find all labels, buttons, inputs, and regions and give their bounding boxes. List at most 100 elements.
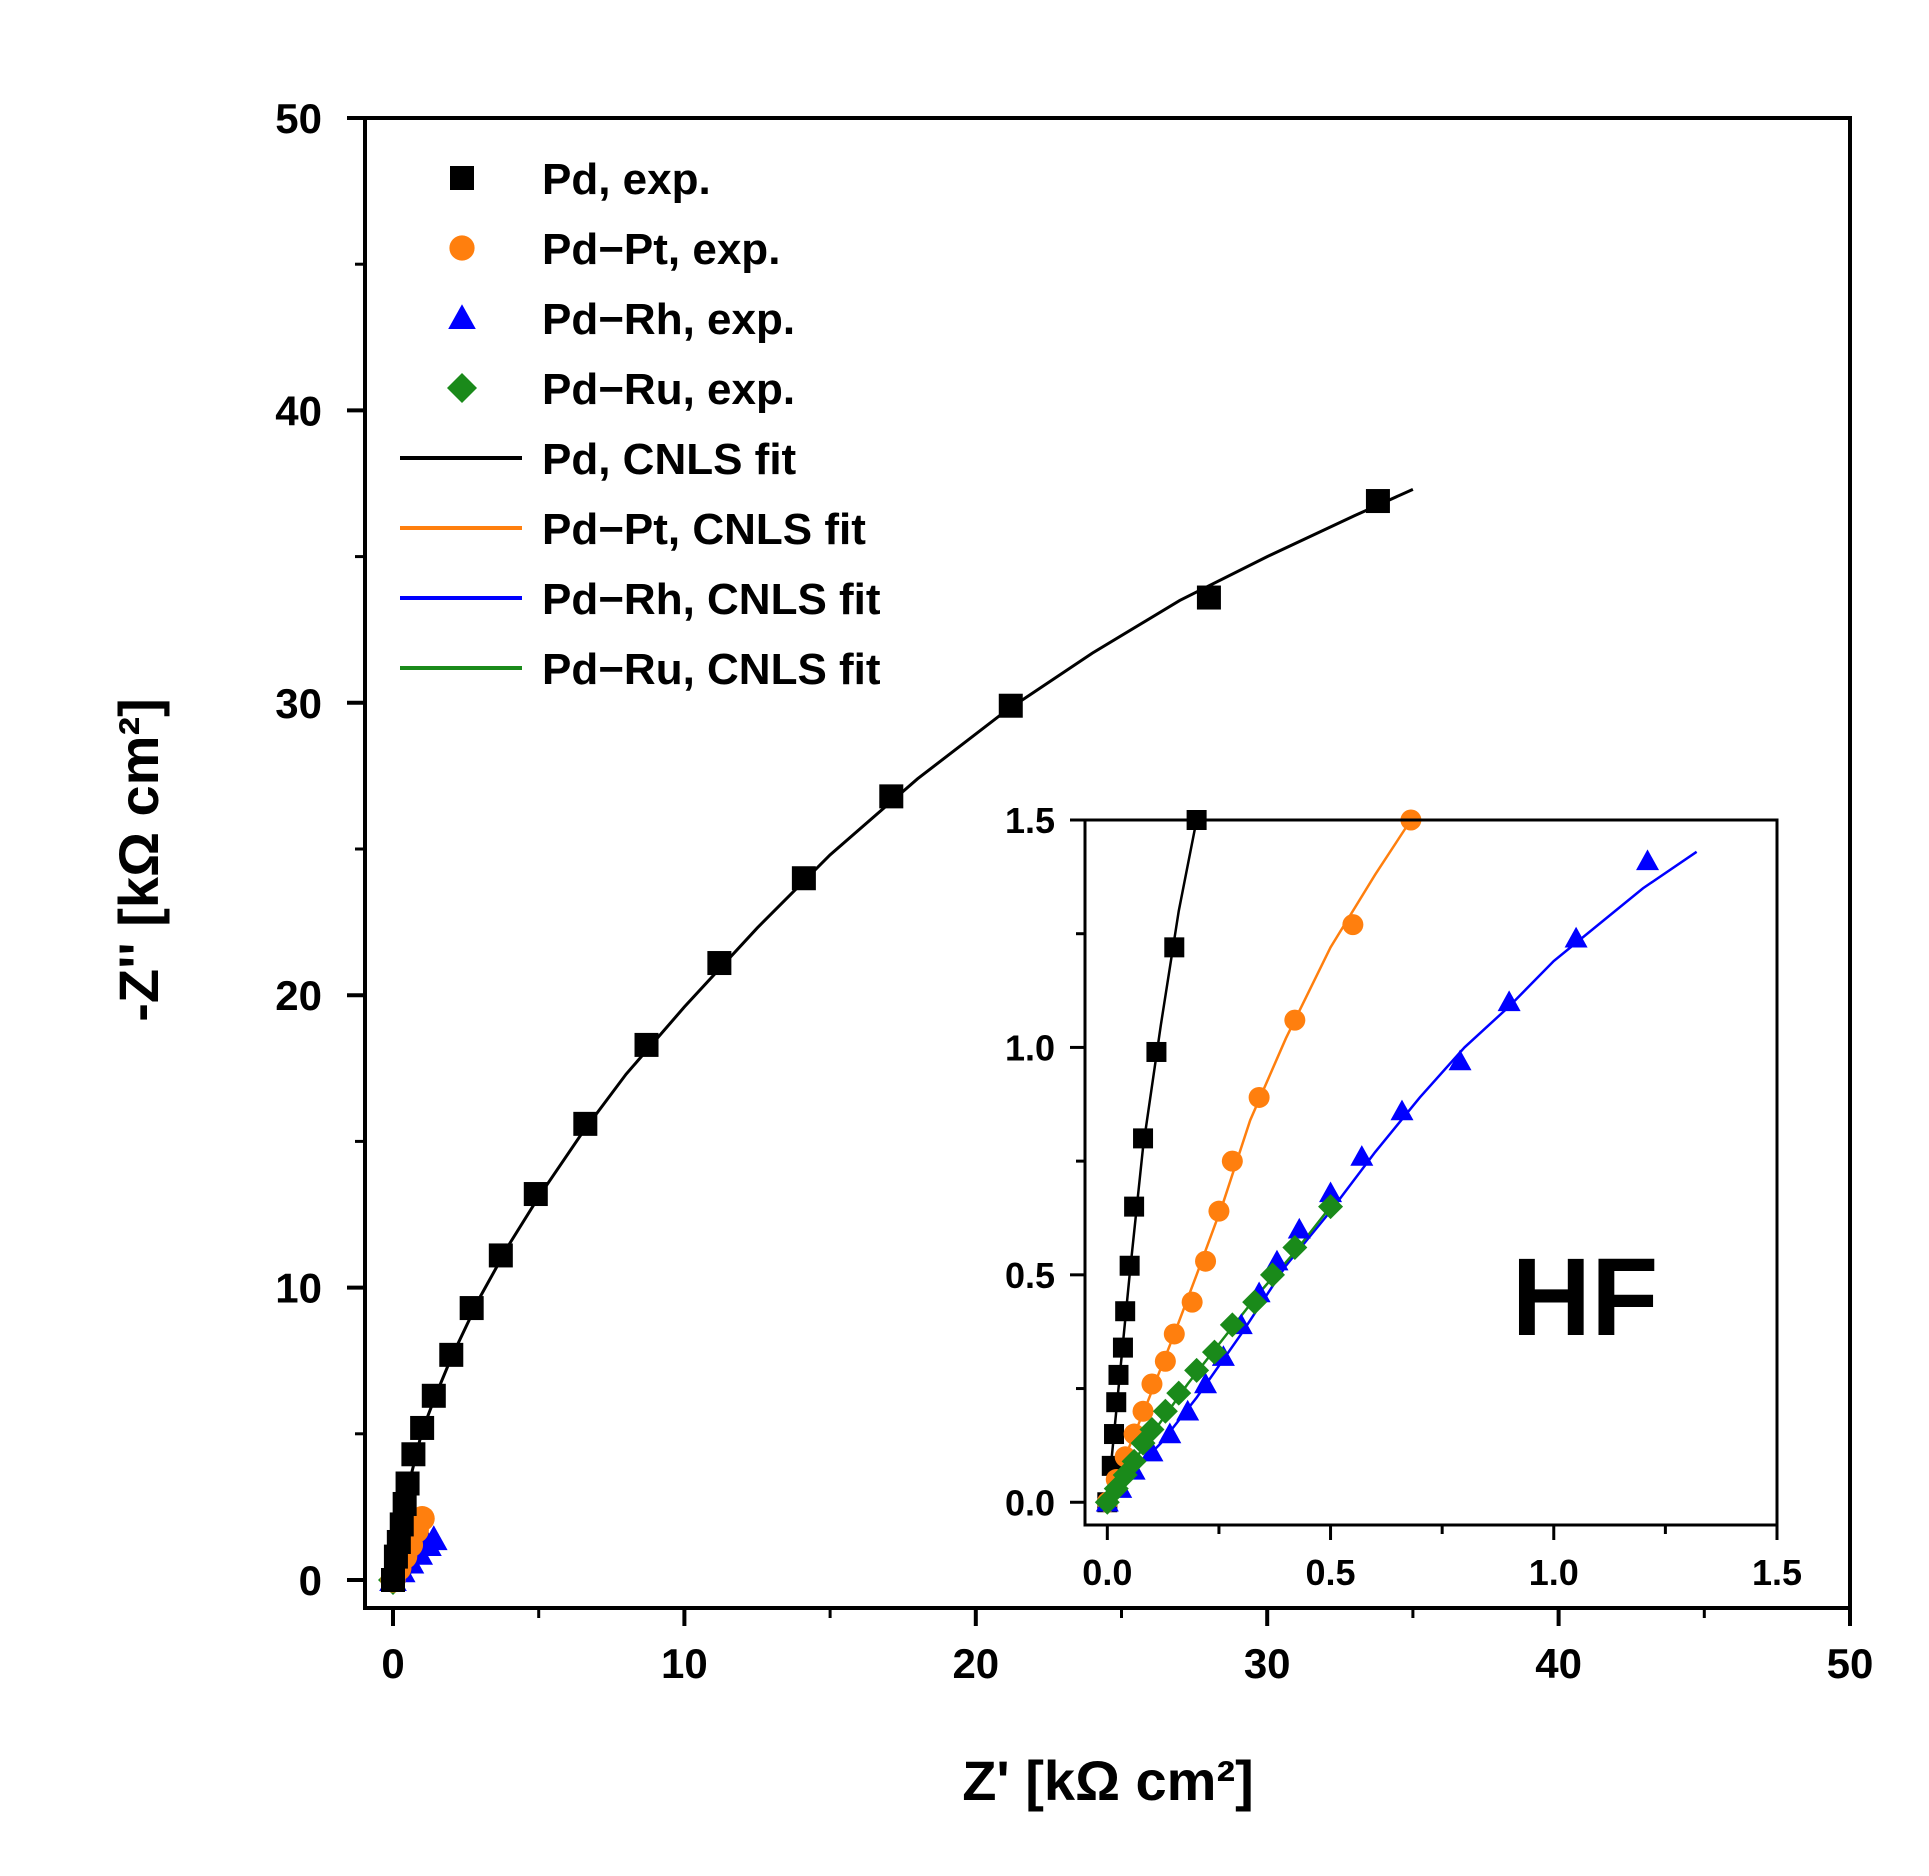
inset-annotation-hf: HF bbox=[1512, 1236, 1659, 1359]
exp-point-pd bbox=[634, 1032, 659, 1057]
exp-point-pd-rh bbox=[419, 1525, 448, 1551]
inset-exp-point-pd bbox=[1112, 1337, 1133, 1358]
inset-exp-point-pd bbox=[1104, 1424, 1125, 1445]
y-tick-label: 20 bbox=[275, 972, 322, 1019]
inset-y-tick-label: 0.0 bbox=[1005, 1482, 1055, 1523]
exp-point-pd bbox=[488, 1243, 513, 1268]
inset-exp-point-pd-rh bbox=[1158, 1422, 1182, 1444]
legend-marker-pd bbox=[450, 166, 474, 190]
inset-exp-point-pd-rh bbox=[1287, 1217, 1311, 1239]
inset-exp-point-pd-rh bbox=[1497, 990, 1521, 1012]
y-tick-label: 50 bbox=[275, 95, 322, 142]
exp-point-pd bbox=[1196, 585, 1221, 610]
inset-exp-point-pd bbox=[1119, 1255, 1140, 1276]
inset-exp-point-pd-pt bbox=[1141, 1373, 1163, 1395]
exp-point-pd bbox=[791, 866, 816, 891]
inset-series-group bbox=[1094, 809, 1698, 1515]
main-plot-frame bbox=[363, 116, 1852, 1610]
inset-plot-axes: 0.0 0.5 1.0 1.5 0.0 0.5 1.0 1.5 bbox=[1005, 800, 1802, 1593]
y-tick-label: 40 bbox=[275, 387, 322, 434]
exp-point-pd bbox=[998, 693, 1023, 718]
inset-exp-point-pd-rh bbox=[1350, 1145, 1374, 1166]
legend-label: Pd−Pt, CNLS fit bbox=[542, 505, 866, 554]
inset-exp-point-pd-pt bbox=[1132, 1400, 1154, 1422]
inset-exp-point-pd-ru bbox=[1184, 1357, 1210, 1383]
inset-exp-point-pd-rh bbox=[1636, 849, 1660, 871]
inset-exp-point-pd bbox=[1133, 1128, 1154, 1149]
inset-exp-point-pd-pt bbox=[1208, 1200, 1230, 1222]
exp-point-pd bbox=[395, 1471, 420, 1496]
x-axis-title: Z' [kΩ cm²] bbox=[962, 1749, 1254, 1812]
inset-exp-point-pd-ru bbox=[1201, 1339, 1227, 1365]
inset-exp-point-pd-pt bbox=[1195, 1250, 1217, 1272]
inset-exp-point-pd-ru bbox=[1166, 1380, 1192, 1406]
inset-y-tick-label: 1.0 bbox=[1005, 1027, 1055, 1068]
x-tick-label: 30 bbox=[1244, 1640, 1291, 1687]
inset-frame bbox=[1083, 818, 1779, 1527]
exp-point-pd bbox=[459, 1296, 484, 1321]
inset-exp-point-pd bbox=[1146, 1041, 1167, 1062]
exp-point-pd bbox=[410, 1415, 435, 1440]
legend: Pd, exp. Pd−Pt, exp. Pd−Rh, exp. Pd−Ru, exp… bbox=[400, 155, 881, 694]
main-plot-axes: 0 10 20 30 40 50 0 10 20 30 40 50 bbox=[275, 95, 1873, 1687]
exp-point-pd bbox=[401, 1442, 426, 1467]
inset-exp-point-pd-ru bbox=[1121, 1448, 1147, 1474]
inset-exp-point-pd-ru bbox=[1139, 1416, 1165, 1442]
exp-point-pd bbox=[439, 1342, 464, 1367]
inset-exp-point-pd-ru bbox=[1282, 1235, 1308, 1261]
x-tick-label: 20 bbox=[952, 1640, 999, 1687]
y-tick-label: 30 bbox=[275, 680, 322, 727]
y-tick-label: 0 bbox=[299, 1557, 322, 1604]
exp-point-pd bbox=[381, 1568, 405, 1592]
legend-label: Pd−Pt, exp. bbox=[542, 225, 780, 274]
main-plot-series bbox=[378, 487, 1414, 1595]
legend-label: Pd, CNLS fit bbox=[542, 435, 797, 484]
inset-exp-point-pd-pt bbox=[1284, 1009, 1306, 1031]
inset-exp-point-pd-ru bbox=[1219, 1312, 1245, 1338]
x-tick-label: 10 bbox=[661, 1640, 708, 1687]
inset-exp-point-pd-pt bbox=[1342, 914, 1364, 936]
inset-exp-point-pd bbox=[1124, 1196, 1145, 1217]
inset-x-tick-label: 0.5 bbox=[1306, 1552, 1356, 1593]
inset-x-tick-label: 1.0 bbox=[1529, 1552, 1579, 1593]
legend-label: Pd, exp. bbox=[542, 155, 711, 204]
inset-x-tick-label: 1.5 bbox=[1752, 1552, 1802, 1593]
inset-exp-point-pd-pt bbox=[1248, 1086, 1270, 1108]
inset-exp-point-pd-rh bbox=[1319, 1181, 1343, 1203]
x-tick-label: 0 bbox=[381, 1640, 404, 1687]
exp-point-pd bbox=[707, 951, 732, 976]
inset-background bbox=[1085, 820, 1777, 1525]
inset-exp-point-pd bbox=[1108, 1364, 1129, 1385]
inset-exp-point-pd-ru bbox=[1242, 1289, 1268, 1315]
exp-point-pd bbox=[389, 1512, 414, 1537]
inset-exp-point-pd-rh bbox=[1194, 1372, 1218, 1394]
inset-exp-point-pd-pt bbox=[1163, 1323, 1185, 1345]
inset-exp-point-pd-rh bbox=[1390, 1099, 1414, 1121]
inset-exp-point-pd bbox=[1115, 1301, 1136, 1322]
inset-exp-point-pd-ru bbox=[1318, 1194, 1344, 1220]
x-tick-label: 40 bbox=[1535, 1640, 1582, 1687]
inset-exp-point-pd-pt bbox=[1181, 1291, 1203, 1313]
y-axis-title: -Z'' [kΩ cm²] bbox=[107, 698, 170, 1022]
inset-plot-series bbox=[1094, 809, 1698, 1515]
inset-exp-point-pd-ru bbox=[1152, 1398, 1178, 1424]
legend-marker-pd-rh bbox=[448, 304, 476, 330]
exp-point-pd bbox=[879, 784, 904, 809]
inset-exp-point-pd-rh bbox=[1448, 1049, 1472, 1071]
exp-point-pd bbox=[1365, 489, 1390, 514]
x-tick-label: 50 bbox=[1827, 1640, 1874, 1687]
inset-exp-point-pd-ru bbox=[1260, 1262, 1286, 1288]
legend-label: Pd−Rh, CNLS fit bbox=[542, 575, 881, 624]
exp-point-pd bbox=[573, 1111, 598, 1136]
exp-point-pd bbox=[392, 1491, 417, 1516]
legend-label: Pd−Ru, exp. bbox=[542, 365, 795, 414]
legend-marker-pd-pt bbox=[449, 235, 475, 261]
inset-exp-point-pd-pt bbox=[1221, 1150, 1243, 1172]
inset-y-tick-label: 1.5 bbox=[1005, 800, 1055, 841]
y-tick-label: 10 bbox=[275, 1265, 322, 1312]
exp-point-pd bbox=[421, 1383, 446, 1408]
legend-marker-pd-ru bbox=[447, 373, 477, 403]
legend-label: Pd−Ru, CNLS fit bbox=[542, 645, 881, 694]
inset-exp-point-pd bbox=[1164, 937, 1185, 958]
